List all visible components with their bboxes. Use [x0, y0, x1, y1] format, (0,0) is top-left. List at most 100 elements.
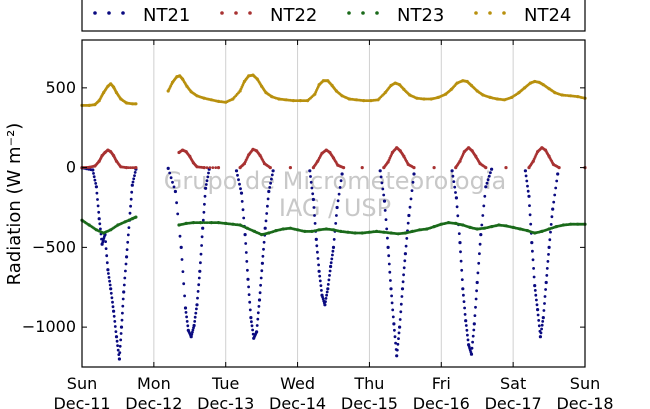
data-point	[178, 234, 182, 238]
data-point	[395, 354, 399, 358]
data-point	[216, 166, 221, 170]
data-point	[270, 173, 274, 177]
data-point	[241, 208, 245, 212]
data-point	[489, 171, 492, 175]
data-point	[240, 200, 244, 203]
data-point	[168, 171, 172, 175]
data-point	[464, 324, 468, 327]
data-point	[538, 335, 543, 339]
data-point	[256, 311, 260, 315]
data-point	[332, 238, 336, 241]
data-point	[378, 169, 382, 173]
data-point	[257, 298, 262, 302]
data-point	[94, 182, 98, 185]
data-point	[392, 322, 396, 326]
legend-label: NT22	[270, 5, 317, 26]
data-point	[386, 245, 390, 249]
data-point	[475, 280, 479, 285]
data-point	[455, 205, 459, 209]
data-point	[94, 185, 98, 189]
data-point	[309, 175, 312, 178]
data-point	[214, 166, 218, 170]
y-axis-label: Radiation (W m⁻²)	[4, 123, 25, 286]
data-point	[331, 253, 334, 257]
data-point	[114, 335, 119, 339]
data-point	[288, 166, 292, 170]
x-tick-day: Sun	[570, 374, 600, 393]
data-point	[206, 175, 210, 179]
x-tick-day: Sun	[67, 374, 97, 393]
data-point	[459, 259, 463, 263]
data-point	[403, 259, 407, 263]
data-point	[452, 180, 456, 184]
data-point	[389, 279, 392, 282]
data-point	[462, 300, 466, 303]
data-point	[112, 314, 116, 318]
data-point	[463, 306, 466, 310]
data-point	[400, 287, 405, 291]
data-point	[551, 207, 555, 211]
data-point	[386, 236, 389, 240]
data-point	[380, 181, 384, 185]
data-point	[237, 178, 240, 182]
data-point	[460, 278, 464, 281]
data-point	[181, 270, 185, 273]
data-point	[546, 260, 550, 263]
data-point	[317, 269, 321, 273]
data-point	[119, 332, 123, 335]
data-point	[525, 179, 529, 183]
data-point	[469, 352, 474, 356]
data-point	[530, 241, 534, 245]
x-tick-day: Fri	[432, 374, 451, 393]
data-point	[545, 267, 549, 270]
data-point	[464, 319, 468, 323]
data-point	[203, 194, 207, 198]
data-point	[105, 261, 109, 265]
legend-label: NT24	[524, 5, 571, 26]
data-point	[134, 215, 138, 219]
data-point	[412, 166, 416, 170]
data-point	[119, 338, 123, 342]
data-point	[183, 306, 188, 310]
legend-box	[81, 0, 586, 32]
data-point	[547, 245, 551, 249]
data-point	[246, 277, 250, 281]
data-point	[269, 181, 272, 185]
data-point	[338, 186, 342, 189]
data-point	[475, 289, 478, 293]
data-point	[185, 320, 189, 323]
grid-lines	[81, 40, 586, 367]
data-point	[96, 204, 100, 208]
data-point	[404, 244, 408, 248]
data-point	[540, 323, 544, 327]
data-point	[203, 221, 207, 225]
data-point	[134, 102, 138, 106]
data-point	[123, 276, 127, 280]
data-point	[119, 325, 124, 329]
data-point	[196, 290, 200, 293]
data-point	[474, 305, 477, 309]
data-point	[556, 172, 560, 176]
data-point	[244, 251, 248, 254]
data-point	[544, 288, 547, 291]
data-point	[315, 244, 319, 248]
data-point	[539, 331, 543, 335]
data-point	[472, 328, 476, 332]
data-point	[331, 249, 335, 253]
data-point	[310, 186, 314, 190]
data-point	[408, 205, 412, 209]
data-point	[393, 335, 397, 339]
data-point	[483, 194, 487, 198]
data-point	[390, 294, 393, 298]
data-point	[335, 205, 339, 210]
series-nt21	[80, 166, 560, 361]
data-point	[96, 198, 99, 201]
data-point	[532, 275, 536, 279]
data-point	[179, 245, 183, 249]
data-point	[121, 297, 125, 301]
data-point	[195, 303, 199, 307]
data-point	[247, 293, 251, 296]
legend-marker	[121, 11, 125, 15]
data-point	[205, 166, 209, 170]
